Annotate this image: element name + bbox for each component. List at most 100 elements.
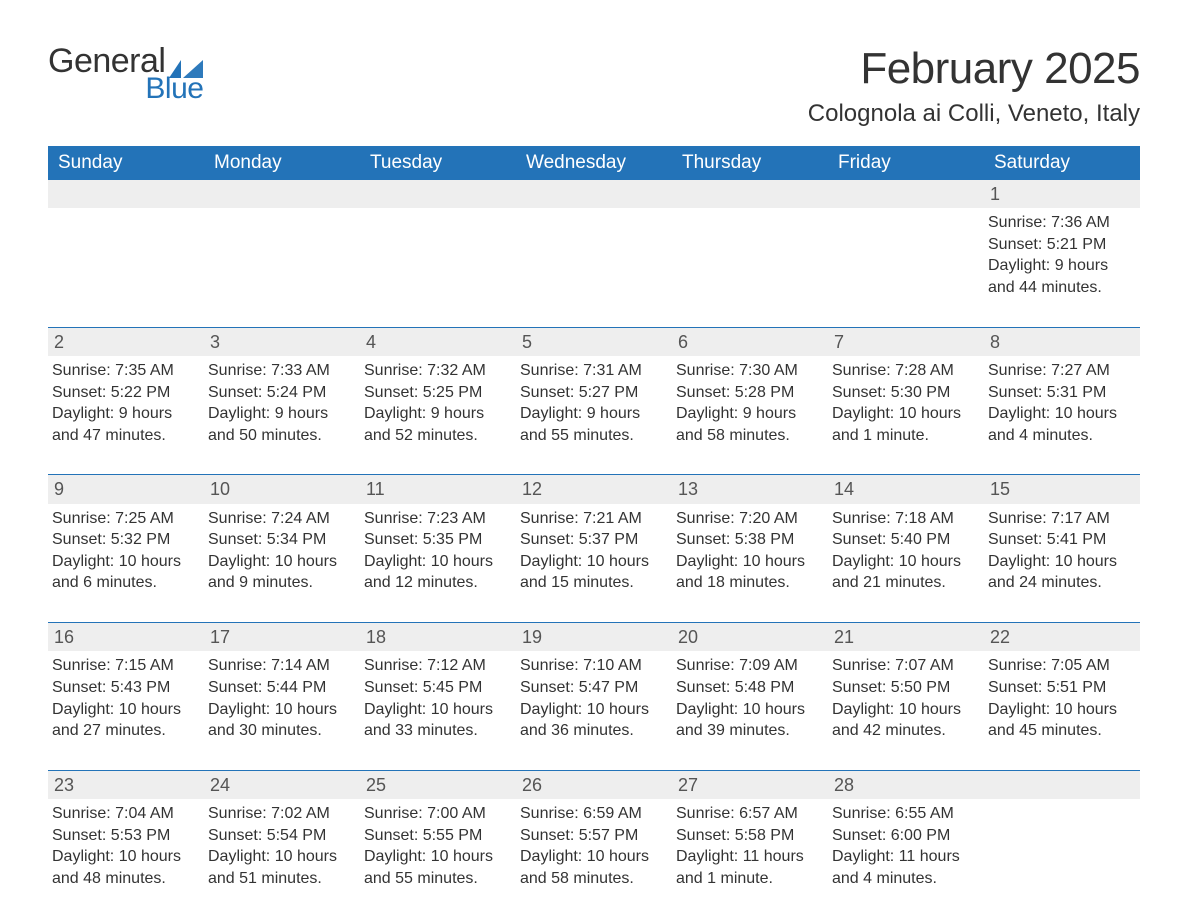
day-sunset: Sunset: 5:53 PM xyxy=(52,825,196,847)
logo-text-blue: Blue xyxy=(118,74,203,104)
day-sunrise: Sunrise: 7:09 AM xyxy=(676,655,820,677)
day-number: 8 xyxy=(984,328,1140,356)
day-sunrise: Sunrise: 7:36 AM xyxy=(988,212,1132,234)
day-sunrise: Sunrise: 7:24 AM xyxy=(208,508,352,530)
day-details: Sunrise: 7:33 AMSunset: 5:24 PMDaylight:… xyxy=(208,360,352,446)
day-daylight1: Daylight: 10 hours xyxy=(988,699,1132,721)
day-daylight2: and 52 minutes. xyxy=(364,425,508,447)
day-number: 9 xyxy=(48,475,204,503)
day-sunset: Sunset: 5:35 PM xyxy=(364,529,508,551)
day-details: Sunrise: 7:27 AMSunset: 5:31 PMDaylight:… xyxy=(988,360,1132,446)
day-daylight1: Daylight: 10 hours xyxy=(676,551,820,573)
day-number: 23 xyxy=(48,771,204,799)
day-number: 15 xyxy=(984,475,1140,503)
day-daylight2: and 51 minutes. xyxy=(208,868,352,890)
calendar-day-cell xyxy=(984,770,1140,917)
day-details: Sunrise: 7:30 AMSunset: 5:28 PMDaylight:… xyxy=(676,360,820,446)
day-details: Sunrise: 7:20 AMSunset: 5:38 PMDaylight:… xyxy=(676,508,820,594)
day-details: Sunrise: 7:18 AMSunset: 5:40 PMDaylight:… xyxy=(832,508,976,594)
day-sunrise: Sunrise: 7:35 AM xyxy=(52,360,196,382)
day-daylight1: Daylight: 10 hours xyxy=(52,551,196,573)
day-daylight1: Daylight: 10 hours xyxy=(988,551,1132,573)
day-details: Sunrise: 7:24 AMSunset: 5:34 PMDaylight:… xyxy=(208,508,352,594)
day-sunrise: Sunrise: 7:27 AM xyxy=(988,360,1132,382)
day-number: 5 xyxy=(516,328,672,356)
day-daylight2: and 42 minutes. xyxy=(832,720,976,742)
day-daylight2: and 47 minutes. xyxy=(52,425,196,447)
day-sunrise: Sunrise: 7:02 AM xyxy=(208,803,352,825)
day-sunrise: Sunrise: 7:00 AM xyxy=(364,803,508,825)
day-daylight1: Daylight: 10 hours xyxy=(832,699,976,721)
day-header-row: Sunday Monday Tuesday Wednesday Thursday… xyxy=(48,146,1140,180)
day-number: 7 xyxy=(828,328,984,356)
day-daylight1: Daylight: 9 hours xyxy=(988,255,1132,277)
day-number: 28 xyxy=(828,771,984,799)
day-number: 12 xyxy=(516,475,672,503)
day-details: Sunrise: 7:31 AMSunset: 5:27 PMDaylight:… xyxy=(520,360,664,446)
day-daylight2: and 1 minute. xyxy=(832,425,976,447)
day-sunset: Sunset: 5:28 PM xyxy=(676,382,820,404)
day-daylight2: and 4 minutes. xyxy=(988,425,1132,447)
calendar-day-cell: 4Sunrise: 7:32 AMSunset: 5:25 PMDaylight… xyxy=(360,327,516,475)
day-number: 18 xyxy=(360,623,516,651)
day-details: Sunrise: 7:36 AMSunset: 5:21 PMDaylight:… xyxy=(988,212,1132,298)
day-daylight1: Daylight: 11 hours xyxy=(676,846,820,868)
day-daylight1: Daylight: 10 hours xyxy=(52,699,196,721)
day-daylight1: Daylight: 10 hours xyxy=(364,699,508,721)
day-details: Sunrise: 7:32 AMSunset: 5:25 PMDaylight:… xyxy=(364,360,508,446)
day-sunrise: Sunrise: 7:25 AM xyxy=(52,508,196,530)
day-daylight2: and 39 minutes. xyxy=(676,720,820,742)
day-sunrise: Sunrise: 7:30 AM xyxy=(676,360,820,382)
day-daylight2: and 58 minutes. xyxy=(676,425,820,447)
calendar-day-cell: 22Sunrise: 7:05 AMSunset: 5:51 PMDayligh… xyxy=(984,623,1140,771)
day-daylight2: and 33 minutes. xyxy=(364,720,508,742)
day-daylight2: and 15 minutes. xyxy=(520,572,664,594)
day-details: Sunrise: 7:04 AMSunset: 5:53 PMDaylight:… xyxy=(52,803,196,889)
calendar-day-cell xyxy=(48,180,204,327)
brand-logo: General Blue xyxy=(48,44,203,104)
day-details: Sunrise: 7:05 AMSunset: 5:51 PMDaylight:… xyxy=(988,655,1132,741)
day-daylight2: and 4 minutes. xyxy=(832,868,976,890)
day-sunset: Sunset: 5:38 PM xyxy=(676,529,820,551)
day-details: Sunrise: 7:02 AMSunset: 5:54 PMDaylight:… xyxy=(208,803,352,889)
day-number: 21 xyxy=(828,623,984,651)
day-number: 10 xyxy=(204,475,360,503)
day-sunset: Sunset: 5:45 PM xyxy=(364,677,508,699)
day-number: 16 xyxy=(48,623,204,651)
day-daylight2: and 24 minutes. xyxy=(988,572,1132,594)
calendar-day-cell: 11Sunrise: 7:23 AMSunset: 5:35 PMDayligh… xyxy=(360,475,516,623)
day-sunset: Sunset: 5:55 PM xyxy=(364,825,508,847)
day-details: Sunrise: 7:00 AMSunset: 5:55 PMDaylight:… xyxy=(364,803,508,889)
calendar-day-cell: 28Sunrise: 6:55 AMSunset: 6:00 PMDayligh… xyxy=(828,770,984,917)
day-sunrise: Sunrise: 7:17 AM xyxy=(988,508,1132,530)
day-details: Sunrise: 7:23 AMSunset: 5:35 PMDaylight:… xyxy=(364,508,508,594)
day-number: 13 xyxy=(672,475,828,503)
calendar-day-cell: 27Sunrise: 6:57 AMSunset: 5:58 PMDayligh… xyxy=(672,770,828,917)
day-details: Sunrise: 7:28 AMSunset: 5:30 PMDaylight:… xyxy=(832,360,976,446)
day-daylight1: Daylight: 9 hours xyxy=(208,403,352,425)
calendar-week-row: 9 Sunrise: 7:25 AMSunset: 5:32 PMDaylight… xyxy=(48,475,1140,623)
calendar-head: Sunday Monday Tuesday Wednesday Thursday… xyxy=(48,146,1140,180)
calendar-day-cell: 6Sunrise: 7:30 AMSunset: 5:28 PMDaylight… xyxy=(672,327,828,475)
day-number xyxy=(48,180,204,208)
day-number: 19 xyxy=(516,623,672,651)
day-sunrise: Sunrise: 7:28 AM xyxy=(832,360,976,382)
day-daylight2: and 9 minutes. xyxy=(208,572,352,594)
title-block: February 2025 Colognola ai Colli, Veneto… xyxy=(808,44,1140,128)
calendar-day-cell: 5 Sunrise: 7:31 AMSunset: 5:27 PMDaylight… xyxy=(516,327,672,475)
day-daylight2: and 55 minutes. xyxy=(520,425,664,447)
calendar-day-cell: 18Sunrise: 7:12 AMSunset: 5:45 PMDayligh… xyxy=(360,623,516,771)
day-sunset: Sunset: 5:47 PM xyxy=(520,677,664,699)
calendar-day-cell xyxy=(360,180,516,327)
calendar-day-cell xyxy=(516,180,672,327)
day-number: 24 xyxy=(204,771,360,799)
day-details: Sunrise: 7:21 AMSunset: 5:37 PMDaylight:… xyxy=(520,508,664,594)
day-daylight2: and 1 minute. xyxy=(676,868,820,890)
day-details: Sunrise: 7:25 AMSunset: 5:32 PMDaylight:… xyxy=(52,508,196,594)
calendar-day-cell: 24 Sunrise: 7:02 AMSunset: 5:54 PMDayligh… xyxy=(204,770,360,917)
day-number xyxy=(984,771,1140,799)
calendar-day-cell xyxy=(828,180,984,327)
page-header: General Blue February 2025 Colognola ai … xyxy=(48,44,1140,128)
day-header: Thursday xyxy=(672,146,828,180)
calendar-day-cell xyxy=(204,180,360,327)
